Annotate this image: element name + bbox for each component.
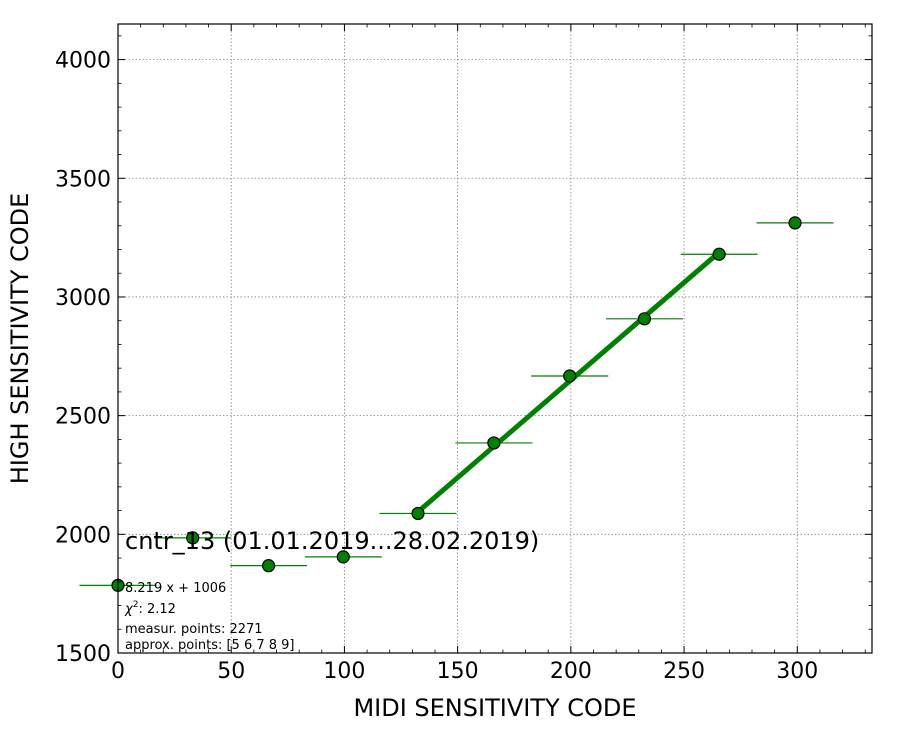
data-point (487, 436, 501, 450)
annotation-title: cntr_13 (01.01.2019...28.02.2019) (125, 527, 539, 555)
chi-symbol: χ (124, 602, 134, 617)
y-tick-label: 4000 (55, 49, 111, 74)
y-axis-label: HIGH SENSITIVITY CODE (6, 193, 34, 485)
chi-value: : 2.12 (138, 602, 175, 617)
chi-power: 2 (133, 600, 139, 610)
x-tick-label: 300 (776, 659, 818, 684)
data-point (788, 216, 802, 230)
x-tick-label: 250 (663, 659, 705, 684)
x-tick-label: 200 (550, 659, 592, 684)
annotation-chi-square: χ2: 2.12 (124, 600, 176, 617)
data-point (186, 531, 200, 545)
annotation-equation: 8.219 x + 1006 (125, 581, 226, 596)
grid-lines (117, 24, 872, 654)
y-tick-label: 2500 (55, 405, 111, 430)
x-axis-label: MIDI SENSITIVITY CODE (353, 694, 636, 722)
x-tick-label: 150 (437, 659, 479, 684)
data-point (411, 506, 425, 521)
data-point (261, 559, 276, 573)
annotation-approx-points: approx. points: [5 6 7 8 9] (125, 638, 295, 653)
x-tick-label: 0 (111, 659, 125, 684)
y-tick-label: 3000 (55, 286, 111, 311)
data-point (712, 247, 726, 261)
y-tick-label: 2000 (55, 523, 111, 548)
data-point (563, 369, 577, 383)
y-tick-label: 1500 (55, 642, 111, 667)
plot-frame (117, 23, 873, 654)
axis-ticks (117, 24, 872, 654)
y-tick-label: 3500 (55, 167, 111, 192)
tick-labels: 0 50 100 150 200 250 300 1500 2000 2500 3000 3500 40… (55, 49, 818, 684)
data-point (336, 550, 350, 564)
annotation: cntr_13 (01.01.2019...28.02.2019) 8.219 … (124, 527, 539, 653)
annotation-measur-points: measur. points: 2271 (125, 622, 263, 637)
x-tick-label: 100 (323, 659, 365, 684)
x-tick-label: 50 (217, 659, 245, 684)
data-point (637, 312, 652, 326)
